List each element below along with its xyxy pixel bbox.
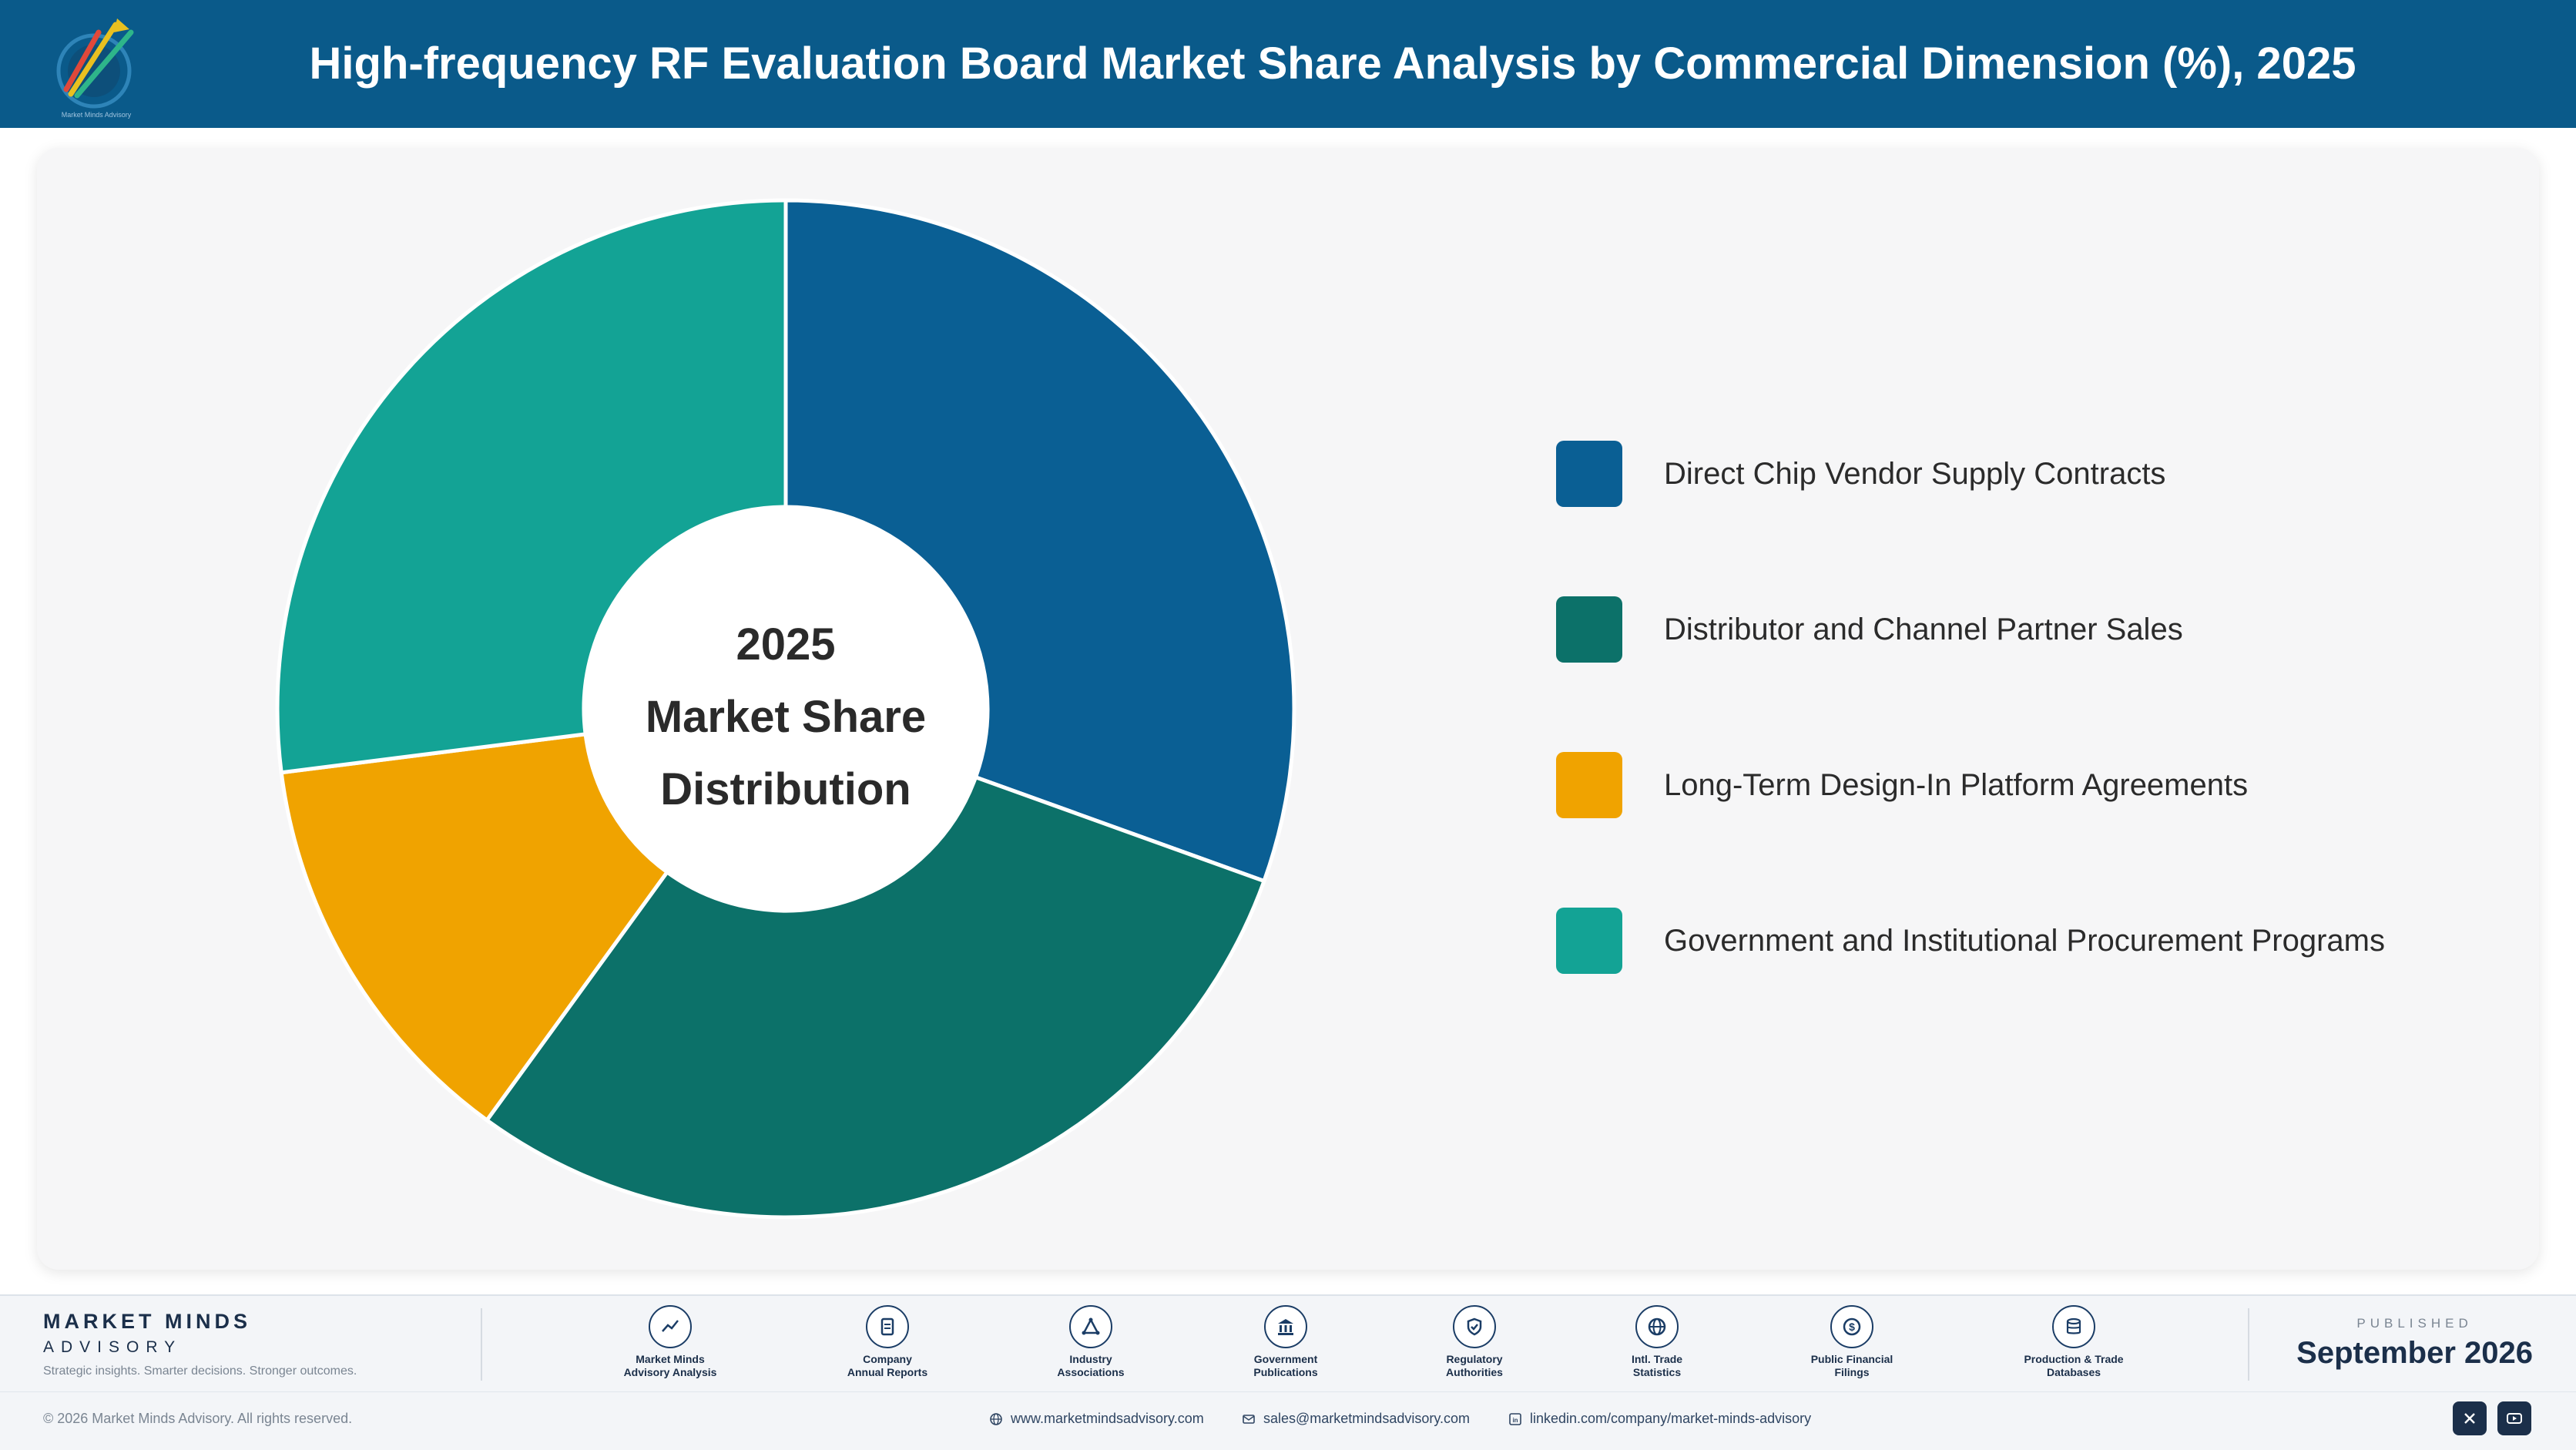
x-icon[interactable] [2453, 1401, 2487, 1435]
dollar-coin-icon: $ [1830, 1305, 1873, 1348]
source-label-line1: Government [1253, 1353, 1318, 1365]
source-item: $ Public Financial Filings [1775, 1305, 1929, 1379]
legend-swatch [1556, 908, 1622, 974]
footer-brand: MARKET MINDS ADVISORY Strategic insights… [43, 1310, 357, 1378]
email-link[interactable]: sales@marketmindsadvisory.com [1242, 1411, 1470, 1427]
source-label-line1: Market Minds [636, 1353, 705, 1365]
source-label-line1: Public Financial [1810, 1353, 1893, 1365]
legend-label: Distributor and Channel Partner Sales [1664, 613, 2183, 646]
source-label-line2: Authorities [1446, 1366, 1503, 1378]
source-label-line1: Intl. Trade [1631, 1353, 1683, 1365]
copyright-text: © 2026 Market Minds Advisory. All rights… [43, 1411, 353, 1426]
source-label-line2: Advisory Analysis [623, 1366, 717, 1378]
source-label-line2: Publications [1253, 1366, 1318, 1378]
network-icon [1069, 1305, 1112, 1348]
source-label-line2: Databases [2046, 1366, 2101, 1378]
source-item: Company Annual Reports [810, 1305, 964, 1379]
source-item: Production & Trade Databases [1997, 1305, 2151, 1379]
legend-swatch [1556, 596, 1622, 663]
legend-label: Government and Institutional Procurement… [1664, 924, 2385, 958]
data-sources: Market Minds Advisory Analysis Company Ann… [539, 1305, 2157, 1390]
source-label-line2: Statistics [1632, 1366, 1682, 1378]
trend-chart-icon [649, 1305, 692, 1348]
brand-subtitle: ADVISORY [43, 1338, 183, 1356]
center-label-year: 2025 [736, 619, 836, 670]
header-bar: Market Minds Advisory High-frequency RF … [0, 0, 2576, 128]
source-item: Market Minds Advisory Analysis [593, 1305, 747, 1379]
shield-check-icon [1453, 1305, 1496, 1348]
footer: MARKET MINDS ADVISORY Strategic insights… [0, 1294, 2576, 1450]
page-title: High-frequency RF Evaluation Board Marke… [309, 39, 2356, 89]
legend-swatch [1556, 752, 1622, 818]
source-item: Government Publications [1209, 1305, 1363, 1379]
legend-label: Direct Chip Vendor Supply Contracts [1664, 457, 2166, 491]
website-text: www.marketmindsadvisory.com [1011, 1411, 1204, 1426]
footer-divider [481, 1308, 482, 1381]
svg-text:in: in [1512, 1417, 1518, 1424]
source-label-line2: Filings [1834, 1366, 1870, 1378]
brand-name: MARKET MINDS [43, 1310, 251, 1333]
linkedin-link[interactable]: in linkedin.com/company/market-minds-adv… [1508, 1411, 1811, 1427]
source-item: Regulatory Authorities [1397, 1305, 1551, 1379]
government-building-icon [1264, 1305, 1307, 1348]
published-caption: PUBLISHED [2356, 1316, 2473, 1331]
linkedin-text: linkedin.com/company/market-minds-adviso… [1530, 1411, 1812, 1426]
center-label-line3: Distribution [660, 764, 911, 814]
published-date: September 2026 [2296, 1336, 2533, 1370]
footer-divider [2248, 1308, 2249, 1381]
legend-label: Long-Term Design-In Platform Agreements [1664, 768, 2249, 802]
globe-icon [1635, 1305, 1679, 1348]
website-link[interactable]: www.marketmindsadvisory.com [989, 1411, 1204, 1427]
document-icon [866, 1305, 909, 1348]
database-icon [2052, 1305, 2095, 1348]
mail-icon [1243, 1414, 1255, 1424]
footer-bottom-bar: © 2026 Market Minds Advisory. All rights… [0, 1391, 2576, 1450]
source-label-line1: Company [863, 1353, 912, 1365]
legend-swatch [1556, 441, 1622, 507]
svg-text:$: $ [1849, 1321, 1855, 1333]
donut-center-label: 2025 Market Share Distribution [585, 609, 986, 826]
source-item: Intl. Trade Statistics [1580, 1305, 1734, 1379]
source-label-line1: Regulatory [1446, 1353, 1503, 1365]
source-item: Industry Associations [1014, 1305, 1168, 1379]
source-label-line1: Production & Trade [2024, 1353, 2124, 1365]
youtube-icon[interactable] [2497, 1401, 2531, 1435]
brand-tagline: Strategic insights. Smarter decisions. S… [43, 1364, 357, 1378]
linkedin-icon: in [1509, 1412, 1521, 1425]
source-label-line1: Industry [1069, 1353, 1112, 1365]
source-label-line2: Associations [1057, 1366, 1125, 1378]
published-block: PUBLISHED September 2026 [2296, 1316, 2533, 1371]
center-label-line2: Market Share [645, 692, 927, 742]
source-label-line2: Annual Reports [847, 1366, 928, 1378]
globe-icon [990, 1412, 1002, 1425]
company-logo-icon: Market Minds Advisory [56, 18, 134, 119]
email-text: sales@marketmindsadvisory.com [1263, 1411, 1471, 1426]
svg-text:Market Minds Advisory: Market Minds Advisory [62, 111, 132, 119]
